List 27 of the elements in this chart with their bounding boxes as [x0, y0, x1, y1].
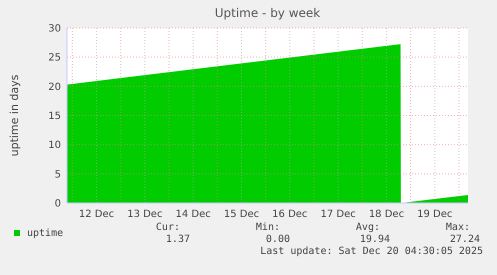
- x-tick-label: 12 Dec: [78, 209, 114, 220]
- chart-title: Uptime - by week: [214, 6, 320, 20]
- y-tick-label: 5: [54, 169, 61, 180]
- text: Min:: [256, 222, 280, 233]
- x-tick-label: 19 Dec: [417, 209, 452, 220]
- y-tick-label: 25: [48, 52, 61, 64]
- y-axis-title: uptime in days: [8, 74, 21, 156]
- y-tick-label: 20: [48, 82, 61, 93]
- text: Max:: [446, 222, 470, 233]
- x-tick-label: 18 Dec: [368, 209, 404, 220]
- text: 1.37: [166, 234, 190, 245]
- x-tick-label: 14 Dec: [176, 209, 211, 220]
- x-tick-label: 13 Dec: [127, 209, 162, 220]
- legend-label: uptime: [27, 228, 64, 239]
- x-tick-label: 15 Dec: [224, 209, 260, 220]
- y-tick-label: 15: [48, 111, 61, 122]
- y-tick-label: 0: [54, 198, 61, 210]
- x-tick-label: 16 Dec: [272, 209, 308, 220]
- y-tick-label: 30: [48, 24, 61, 34]
- text: 0.00: [266, 234, 290, 245]
- y-tick-label: 10: [48, 140, 61, 152]
- text: Cur:: [156, 222, 180, 233]
- text: 27.24: [450, 234, 480, 245]
- text: Avg:: [356, 222, 380, 233]
- x-tick-label: 17 Dec: [320, 209, 356, 220]
- text: Last update: Sat Dec 20 04:30:05 2025: [260, 246, 483, 257]
- text: 19.94: [360, 234, 390, 245]
